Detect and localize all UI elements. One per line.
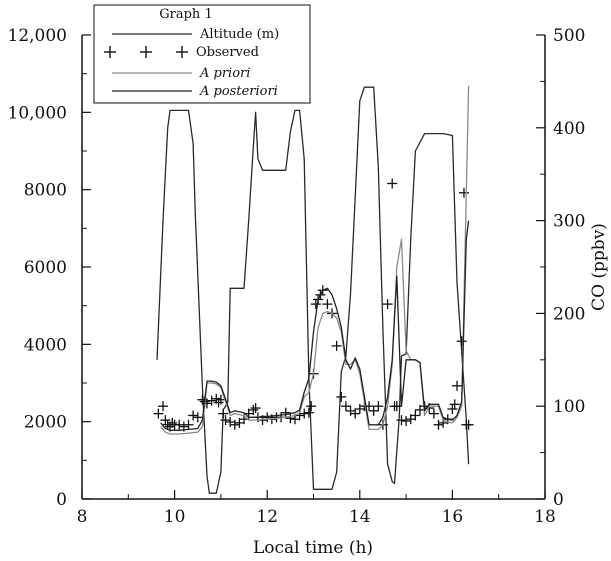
observed-point [250,403,261,414]
y-right-tick-label: 100 [553,397,585,417]
observed-point [229,419,240,430]
observed-point [188,410,199,421]
legend-label-altitude: Altitude (m) [199,27,279,42]
y-left-tick-label: 8000 [24,181,67,201]
series-line-a-posteriori [160,220,470,431]
plot-frame [81,35,546,500]
observed-point [401,416,412,427]
observed-point [322,299,333,310]
axis-ticks [81,34,546,500]
x-tick-label: 12 [256,507,278,527]
observed-point [158,401,169,412]
observed-point [368,405,379,416]
observed-point [225,416,236,427]
x-tick-label: 16 [442,507,464,527]
y-left-tick-label: 6000 [24,258,67,278]
y-right-tick-label: 300 [553,212,585,232]
observed-point [449,399,460,410]
observed-point [433,419,444,430]
y-left-tick-label: 0 [56,490,67,510]
observed-point [218,408,229,419]
y-right-tick-label: 200 [553,304,585,324]
series-line-altitude-m [156,86,470,494]
observed-point [248,404,259,415]
x-tick-label: 10 [164,507,186,527]
x-tick-label: 14 [349,507,371,527]
observed-point [331,340,342,351]
y-left-tick-label: 12,000 [8,26,67,46]
observed-point [382,299,393,310]
observed-point [340,401,351,412]
observed-point [336,391,347,402]
y-axis-right-title: CO (ppbv) [589,223,609,311]
observed-point [387,178,398,189]
observed-point [174,419,185,430]
observed-point [452,380,463,391]
observed-point [310,299,321,310]
observed-point [354,403,365,414]
y-right-tick-label: 0 [553,490,564,510]
axis-tick-labels: 8 10 12 14 16 180200040006000800010,00012,000… [8,26,586,527]
y-right-tick-label: 500 [553,26,585,46]
observed-point [447,403,458,414]
observed-point [220,415,231,426]
observed-point [167,417,178,428]
observed-point [262,412,273,423]
observed-point [303,407,314,418]
observed-point [153,408,164,419]
legend-title: Graph 1 [159,7,212,22]
observed-point [192,412,203,423]
observed-point [458,187,469,198]
legend: Graph 1 Altitude (m) Observed A priori A… [93,4,311,104]
observed-point [391,401,402,412]
y-left-tick-label: 2000 [24,413,67,433]
legend-swatch-observed [104,46,188,58]
legend-label-a-priori: A priori [199,66,250,81]
observed-point [396,415,407,426]
y-left-tick-label: 4000 [24,335,67,355]
observed-point [350,408,361,419]
y-right-tick-label: 400 [553,119,585,139]
observed-point [206,395,217,406]
observed-point [183,419,194,430]
legend-label-observed: Observed [196,45,259,60]
series-layer [153,85,474,494]
observed-point [160,415,171,426]
observed-point [410,410,421,421]
x-axis-title: Local time (h) [253,538,373,558]
observed-point [373,401,384,412]
observed-point [456,336,467,347]
observed-point [345,405,356,416]
observed-point [463,419,474,430]
observed-point [306,401,317,412]
legend-box [93,4,311,104]
observed-point [299,408,310,419]
x-tick-label: 18 [534,507,556,527]
series-markers-observed [153,178,474,432]
y-left-tick-label: 10,000 [8,103,67,123]
observed-point [285,413,296,424]
observed-point [428,408,439,419]
observed-point [280,407,291,418]
x-tick-label: 8 [77,507,88,527]
series-line-a-priori [160,85,470,435]
legend-label-a-posteriori: A posteriori [199,84,278,99]
